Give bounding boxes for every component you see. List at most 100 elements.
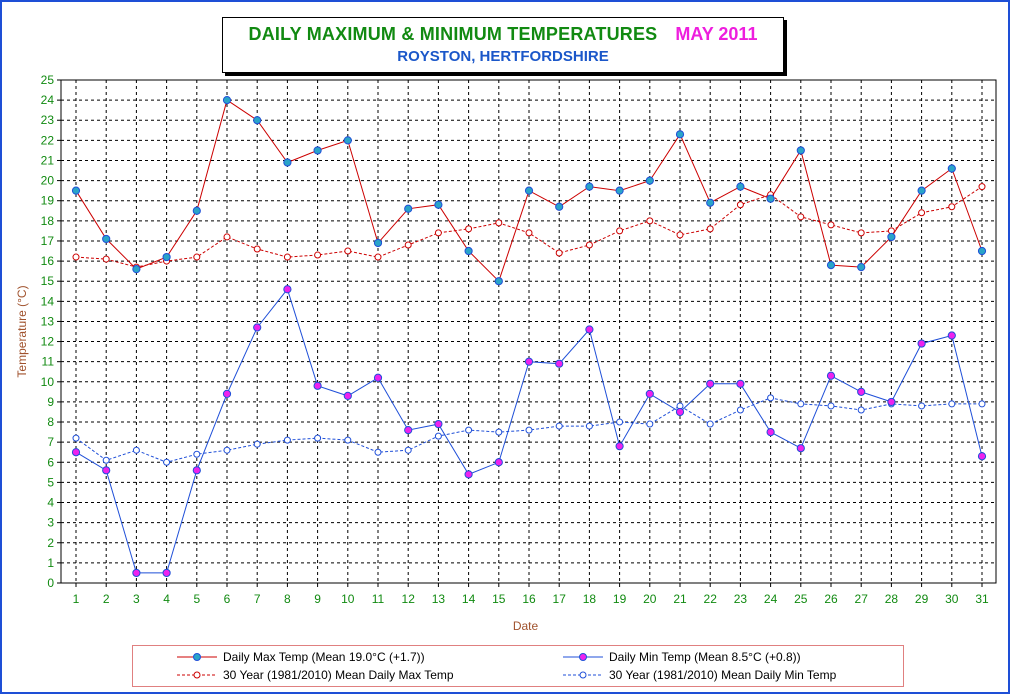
x-tick-label: 3 xyxy=(133,592,140,606)
y-axis-label: Temperature (°C) xyxy=(15,285,29,377)
data-point-daily-max xyxy=(373,238,383,248)
x-tick-label: 2 xyxy=(103,592,110,606)
data-point-daily-min xyxy=(71,448,81,457)
x-tick-label: 4 xyxy=(163,592,170,606)
y-tick-label: 17 xyxy=(41,234,55,248)
x-tick-label: 10 xyxy=(341,592,355,606)
x-tick-label: 28 xyxy=(885,592,899,606)
data-point-daily-min xyxy=(736,379,745,388)
data-point-mean-min xyxy=(163,458,171,466)
data-point-mean-min xyxy=(465,426,473,434)
y-tick-label: 5 xyxy=(47,475,54,489)
data-point-daily-min xyxy=(434,419,443,429)
y-tick-label: 0 xyxy=(47,576,54,590)
data-point-daily-max xyxy=(524,186,534,195)
y-tick-label: 8 xyxy=(47,415,54,429)
y-tick-label: 25 xyxy=(41,73,55,87)
x-tick-label: 17 xyxy=(553,592,567,606)
data-point-mean-min xyxy=(495,428,503,436)
data-point-mean-min xyxy=(616,418,624,426)
x-tick-label: 24 xyxy=(764,592,778,606)
data-point-daily-min xyxy=(796,444,805,453)
data-point-daily-min xyxy=(162,568,171,578)
x-tick-label: 26 xyxy=(824,592,838,606)
x-tick-label: 29 xyxy=(915,592,929,606)
y-tick-label: 19 xyxy=(41,194,55,208)
legend-item-mean-min: 30 Year (1981/2010) Mean Daily Min Temp xyxy=(563,666,836,684)
y-tick-label: 1 xyxy=(47,556,54,570)
data-point-daily-max xyxy=(585,182,594,191)
data-point-daily-max xyxy=(675,130,685,139)
data-point-daily-min xyxy=(826,371,836,380)
data-point-daily-max xyxy=(826,261,836,270)
y-tick-label: 24 xyxy=(41,93,55,107)
chart-title: DAILY MAXIMUM & MINIMUM TEMPERATURES MAY … xyxy=(223,24,783,45)
data-point-mean-max xyxy=(706,225,714,233)
y-tick-label: 9 xyxy=(47,395,54,409)
data-point-daily-max xyxy=(645,176,654,185)
data-point-daily-max xyxy=(404,204,413,213)
data-point-mean-max xyxy=(736,201,744,209)
x-tick-label: 6 xyxy=(224,592,231,606)
legend-label-mean-min: 30 Year (1981/2010) Mean Daily Min Temp xyxy=(609,668,837,682)
x-tick-label: 13 xyxy=(432,592,446,606)
data-point-daily-min xyxy=(977,452,987,461)
data-point-daily-max xyxy=(555,202,564,211)
series-daily-min xyxy=(71,285,987,578)
x-tick-label: 22 xyxy=(704,592,718,606)
data-point-mean-max xyxy=(525,229,533,237)
data-point-daily-min xyxy=(343,391,352,400)
x-tick-label: 31 xyxy=(975,592,989,606)
data-point-daily-max xyxy=(706,198,715,207)
y-tick-label: 13 xyxy=(41,314,55,328)
data-point-mean-max xyxy=(797,213,805,221)
data-point-mean-min xyxy=(555,422,563,430)
data-point-daily-max xyxy=(222,96,232,105)
data-point-daily-max xyxy=(857,263,866,272)
data-point-mean-max xyxy=(616,227,624,235)
x-tick-label: 27 xyxy=(855,592,869,606)
x-tick-label: 18 xyxy=(583,592,597,606)
x-tick-label: 1 xyxy=(73,592,80,606)
data-point-mean-min xyxy=(193,450,201,458)
data-point-mean-max xyxy=(918,209,926,217)
data-point-daily-max xyxy=(887,232,896,242)
legend-label-mean-max: 30 Year (1981/2010) Mean Daily Max Temp xyxy=(223,668,454,682)
y-tick-label: 14 xyxy=(41,294,55,308)
chart-title-box: DAILY MAXIMUM & MINIMUM TEMPERATURES MAY … xyxy=(222,17,784,73)
y-tick-label: 23 xyxy=(41,113,55,127)
data-point-mean-max xyxy=(978,183,986,191)
data-point-daily-min xyxy=(373,373,383,382)
data-point-daily-max xyxy=(253,116,262,125)
data-point-mean-max xyxy=(646,217,654,225)
x-tick-label: 12 xyxy=(402,592,416,606)
data-point-mean-min xyxy=(434,432,442,440)
data-point-mean-min xyxy=(72,434,80,442)
data-point-daily-min xyxy=(253,323,262,332)
data-point-daily-max xyxy=(283,158,292,167)
data-point-mean-max xyxy=(374,253,382,261)
data-point-daily-max xyxy=(102,234,111,244)
data-point-mean-max xyxy=(193,253,201,261)
legend-swatch-daily-min xyxy=(563,653,603,661)
data-point-daily-max xyxy=(796,146,805,155)
data-point-mean-max xyxy=(72,253,80,261)
data-point-mean-max xyxy=(344,247,352,255)
data-point-daily-min xyxy=(675,407,685,417)
data-point-mean-min xyxy=(797,400,805,408)
data-point-daily-max xyxy=(343,136,352,145)
data-point-daily-max xyxy=(947,164,956,173)
chart-title-main: DAILY MAXIMUM & MINIMUM TEMPERATURES xyxy=(248,24,658,44)
data-point-daily-min xyxy=(645,389,654,398)
chart-title-month: MAY 2011 xyxy=(675,24,758,44)
data-point-mean-max xyxy=(948,203,956,211)
y-axis-ticks: 0123456789101112131415161718192021222324… xyxy=(41,73,61,590)
data-point-mean-max xyxy=(223,233,231,241)
data-point-mean-min xyxy=(314,434,322,442)
data-point-mean-max xyxy=(283,253,291,261)
data-point-mean-max xyxy=(404,241,412,249)
data-point-daily-min xyxy=(947,331,956,340)
data-point-daily-max xyxy=(977,246,987,256)
data-point-daily-min xyxy=(555,359,564,368)
data-point-daily-min xyxy=(857,387,866,396)
